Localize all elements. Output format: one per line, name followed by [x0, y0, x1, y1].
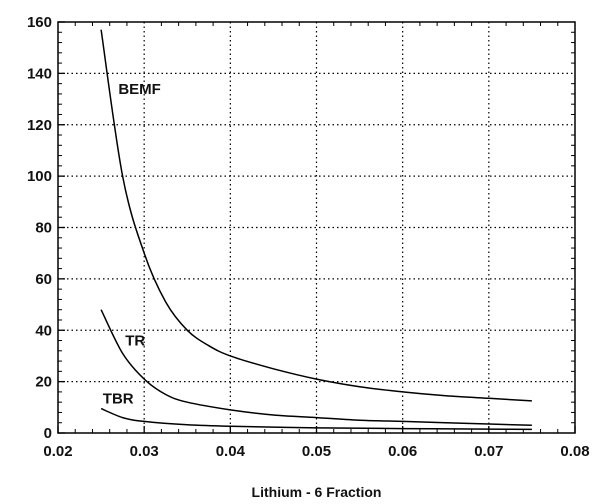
- x-tick-label: 0.05: [302, 443, 331, 460]
- x-tick-label: 0.07: [474, 443, 503, 460]
- series-line-bemf: [100, 29, 532, 402]
- x-tick-label: 0.08: [560, 443, 589, 460]
- y-tick-label: 0: [44, 425, 52, 442]
- x-tick-label: 0.06: [388, 443, 417, 460]
- y-tick-label: 140: [27, 65, 52, 82]
- x-axis-title: Lithium - 6 Fraction: [252, 484, 382, 500]
- y-tick-label: 80: [35, 220, 52, 237]
- y-tick-label: 60: [35, 271, 52, 288]
- y-tick-label: 20: [35, 374, 52, 391]
- axis-ticks: 0.02 0.03 0.04 0.05 0.06 0.07 0.08 0 20 40 60 80 100…: [27, 14, 590, 460]
- series-label-tr: TR: [125, 333, 145, 350]
- grid: [58, 22, 575, 433]
- series-label-tbr: TBR: [103, 390, 134, 407]
- series-label-bemf: BEMF: [118, 81, 161, 98]
- y-tick-label: 160: [27, 14, 52, 31]
- series-line-tr: [100, 309, 532, 427]
- y-tick-label: 120: [27, 117, 52, 134]
- series-labels: BEMF TR TBR: [103, 81, 161, 408]
- x-tick-label: 0.02: [43, 443, 72, 460]
- series-line-tbr: [100, 407, 532, 431]
- y-tick-label: 40: [35, 322, 52, 339]
- series-lines: [100, 29, 532, 431]
- x-tick-label: 0.04: [216, 443, 246, 460]
- x-tick-label: 0.03: [130, 443, 159, 460]
- y-tick-label: 100: [27, 168, 52, 185]
